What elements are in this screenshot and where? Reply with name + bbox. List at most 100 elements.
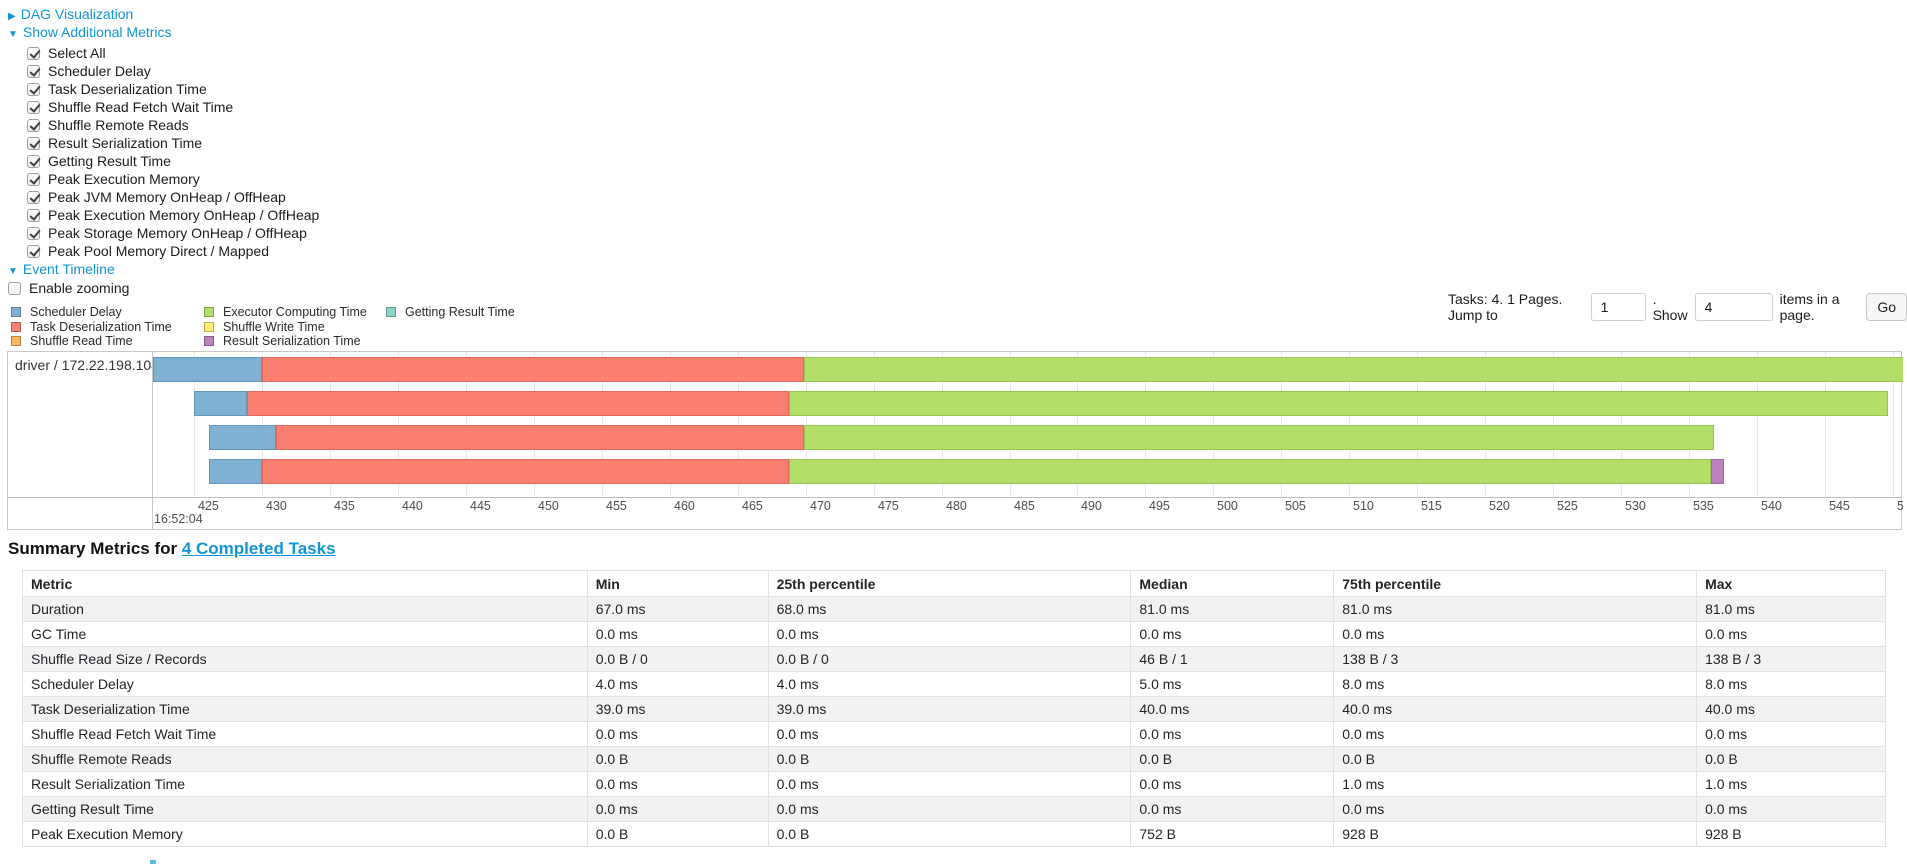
table-row: Shuffle Read Size / Records 0.0 B / 0 0.0 … [22,646,1886,672]
legend-label: Result Serialization Time [223,334,361,349]
metric-checkbox-label: Getting Result Time [48,153,171,169]
table-cell: 8.0 ms [1333,671,1698,697]
go-button[interactable]: Go [1866,293,1907,321]
table-cell: 0.0 ms [1130,796,1335,822]
table-cell: Result Serialization Time [22,771,588,797]
table-cell: Getting Result Time [22,796,588,822]
executor-row-label: driver / 172.22.198.104 [15,357,152,373]
table-cell: 0.0 B [767,746,1132,772]
table-cell: Shuffle Remote Reads [22,746,588,772]
task-pagination: Tasks: 4. 1 Pages. Jump to . Show items … [1448,291,1907,323]
axis-tick-label: 470 [810,499,831,513]
legend-swatch-task-deserialization [11,321,21,332]
metric-checkbox[interactable] [27,100,40,114]
gridline [398,352,399,497]
dag-visualization-toggle[interactable]: ▶ DAG Visualization [8,6,133,24]
event-timeline-toggle[interactable]: ▼ Event Timeline [8,261,115,279]
metric-checkbox-row[interactable]: Task Deserialization Time [27,80,207,98]
metric-checkbox[interactable] [27,172,40,186]
legend-item: Task Deserialization Time [11,320,172,335]
metric-checkbox-row[interactable]: Peak Pool Memory Direct / Mapped [27,242,269,260]
partial-element-below-fold [150,860,156,864]
gridline [330,352,331,497]
metric-checkbox[interactable] [27,208,40,222]
table-cell: 4.0 ms [767,671,1132,697]
table-cell: 40.0 ms [1130,696,1335,722]
table-header-cell: Min [586,570,769,597]
table-cell: 0.0 B [586,821,769,847]
gridline [602,352,603,497]
metric-checkbox-row[interactable]: Getting Result Time [27,152,171,170]
legend-swatch-shuffle-read [11,336,21,347]
metric-checkbox-label: Shuffle Remote Reads [48,117,189,133]
table-cell: 0.0 B / 0 [586,646,769,672]
dag-visualization-link[interactable]: DAG Visualization [20,6,134,22]
gridline [1281,352,1282,497]
table-cell: 0.0 ms [1696,621,1886,647]
axis-tick-label: 440 [402,499,423,513]
timeline-axis: 425 430 435 440 445 450 455 460 465 470 475 480 485 4… [153,498,1903,530]
metric-checkbox-row[interactable]: Shuffle Remote Reads [27,116,189,134]
timeline-segment-executor-computing[interactable] [804,425,1714,450]
axis-tick-label: 450 [538,499,559,513]
metric-checkbox-row[interactable]: Result Serialization Time [27,134,202,152]
metric-checkbox-row[interactable]: Shuffle Read Fetch Wait Time [27,98,233,116]
metric-checkbox-row[interactable]: Scheduler Delay [27,62,151,80]
timeline-segment-scheduler-delay[interactable] [194,391,247,416]
items-per-page-input[interactable] [1694,293,1773,321]
timeline-plot-area [153,352,1903,497]
completed-tasks-link[interactable]: 4 Completed Tasks [181,539,336,558]
legend-swatch-shuffle-write [204,321,214,332]
gridline [1621,352,1622,497]
metric-checkbox-row[interactable]: Peak Execution Memory [27,170,200,188]
axis-tick-label: 490 [1081,499,1102,513]
timeline-segment-executor-computing[interactable] [804,357,1903,382]
timeline-segment-executor-computing[interactable] [789,391,1888,416]
enable-zooming-label: Enable zooming [29,280,130,296]
table-cell: 0.0 ms [1333,621,1698,647]
table-cell: 0.0 B [1130,746,1335,772]
timeline-segment-task-deserialization[interactable] [275,425,805,450]
table-cell: 0.0 ms [586,796,769,822]
table-header-row: Metric Min 25th percentile Median 75th perce… [22,570,1886,597]
legend-item: Shuffle Read Time [11,334,172,349]
show-additional-metrics-toggle[interactable]: ▼ Show Additional Metrics [8,24,172,42]
table-cell: 0.0 B [586,746,769,772]
enable-zooming-checkbox-row[interactable]: Enable zooming [8,279,129,297]
event-timeline-link[interactable]: Event Timeline [22,261,115,277]
metric-checkbox[interactable] [27,244,40,258]
timeline-segment-scheduler-delay[interactable] [208,425,276,450]
timeline-segment-executor-computing[interactable] [789,459,1711,484]
timeline-segment-task-deserialization[interactable] [261,357,805,382]
metric-checkbox[interactable] [27,136,40,150]
metric-checkbox-row[interactable]: Peak Execution Memory OnHeap / OffHeap [27,206,319,224]
timeline-segment-result-serialization[interactable] [1710,459,1725,484]
metric-checkbox[interactable] [27,118,40,132]
show-additional-metrics-link[interactable]: Show Additional Metrics [22,24,172,40]
metric-checkbox-label: Peak JVM Memory OnHeap / OffHeap [48,189,286,205]
table-row: GC Time 0.0 ms 0.0 ms 0.0 ms 0.0 ms 0.0 ms [22,621,1886,647]
metric-checkbox[interactable] [27,226,40,240]
metric-checkbox[interactable] [27,46,40,60]
metric-checkbox[interactable] [27,154,40,168]
metric-checkbox[interactable] [27,82,40,96]
gridline [466,352,467,497]
gridline [1553,352,1554,497]
metric-checkbox[interactable] [27,190,40,204]
timeline-segment-scheduler-delay[interactable] [153,357,262,382]
gridline [1893,352,1894,497]
jump-to-page-input[interactable] [1590,293,1646,321]
metric-checkbox-label: Scheduler Delay [48,63,151,79]
metric-checkbox-row[interactable]: Peak JVM Memory OnHeap / OffHeap [27,188,286,206]
timeline-segment-task-deserialization[interactable] [261,459,790,484]
metric-checkbox-row[interactable]: Select All [27,44,106,62]
metric-checkbox[interactable] [27,64,40,78]
table-header-cell: 75th percentile [1333,570,1698,597]
timeline-segment-scheduler-delay[interactable] [208,459,262,484]
metric-checkbox-label: Peak Execution Memory [48,171,200,187]
enable-zooming-checkbox[interactable] [8,281,21,295]
table-cell: 8.0 ms [1696,671,1886,697]
timeline-segment-task-deserialization[interactable] [247,391,790,416]
metric-checkbox-row[interactable]: Peak Storage Memory OnHeap / OffHeap [27,224,307,242]
gridline [1485,352,1486,497]
